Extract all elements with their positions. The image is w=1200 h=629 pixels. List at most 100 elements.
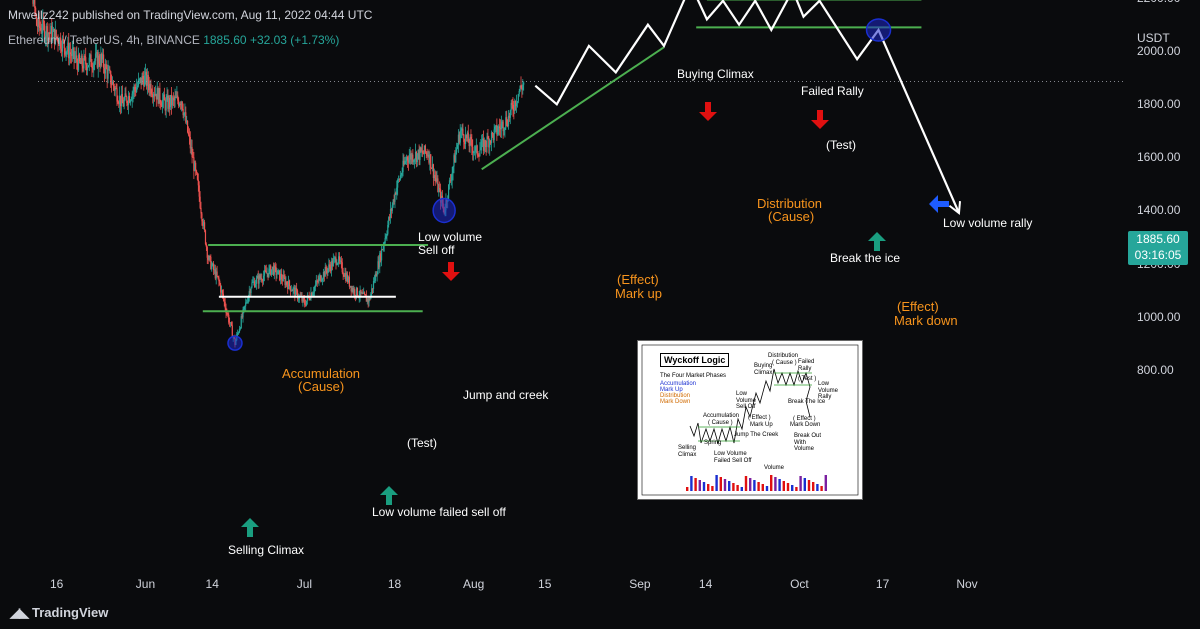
candle — [473, 145, 476, 156]
candle — [484, 139, 486, 153]
candle — [119, 86, 121, 113]
candle — [448, 184, 450, 202]
candle — [44, 31, 47, 47]
candle — [250, 286, 252, 296]
candle — [346, 271, 348, 282]
candle — [325, 264, 327, 275]
break-the-ice-label: Break the ice — [830, 251, 901, 265]
candle — [506, 110, 508, 127]
candle — [516, 101, 519, 108]
candle — [220, 285, 223, 297]
candle — [262, 270, 265, 285]
candle — [60, 32, 62, 54]
selling-climax-circle[interactable] — [227, 335, 243, 351]
candle — [490, 130, 493, 152]
inset-volume-bar — [719, 477, 722, 491]
inset-volume-bar — [786, 483, 790, 491]
candle — [497, 125, 499, 137]
candle — [297, 293, 300, 303]
candle — [128, 92, 131, 104]
candle — [128, 90, 130, 115]
low-volume-rally-label: Low volume rally — [943, 216, 1033, 230]
y-tick-label: 1600.00 — [1137, 150, 1181, 165]
candle — [389, 201, 392, 224]
candle — [75, 47, 77, 64]
candle — [246, 296, 249, 304]
candle — [460, 127, 462, 139]
candle — [129, 98, 132, 106]
candle — [514, 98, 516, 115]
candle — [427, 150, 429, 158]
candle — [182, 103, 184, 119]
candle — [296, 289, 299, 302]
candle — [506, 119, 509, 128]
candle — [372, 277, 375, 294]
inset-volume-bar — [753, 480, 756, 491]
candle — [360, 289, 362, 297]
candle — [200, 201, 202, 219]
candle — [328, 258, 330, 273]
projection-path[interactable] — [534, 0, 961, 214]
candle — [254, 277, 256, 288]
low-volume-rally-circle[interactable] — [865, 18, 892, 42]
candle — [162, 91, 165, 109]
candle — [199, 191, 201, 210]
y-tick-label: 1000.00 — [1137, 309, 1181, 324]
candle — [419, 146, 421, 166]
candle — [136, 81, 139, 90]
candle — [512, 97, 514, 117]
tradingview-brand: TradingView — [32, 605, 109, 620]
candle — [134, 84, 136, 98]
candle — [191, 139, 193, 164]
candle — [468, 138, 470, 153]
candle — [405, 156, 407, 165]
candle — [344, 267, 346, 280]
tradingview-logo[interactable]: ◢◣ TradingView — [10, 605, 108, 621]
candle — [345, 267, 347, 283]
candle — [132, 86, 134, 103]
accumulation-label: Accumulation — [282, 366, 361, 381]
candle — [482, 130, 485, 156]
x-tick-label: 18 — [387, 577, 402, 591]
candle — [81, 53, 83, 73]
candle — [45, 23, 47, 47]
candle — [102, 48, 104, 63]
candle — [142, 71, 144, 85]
candle — [184, 103, 186, 117]
candle — [498, 124, 500, 136]
jump-creek-circle[interactable] — [432, 197, 456, 224]
candle — [341, 258, 343, 274]
inset-volume-bar — [694, 478, 697, 491]
candle — [451, 166, 453, 189]
inset-frame — [641, 344, 859, 496]
candle — [181, 101, 183, 111]
level-line-5[interactable] — [481, 46, 665, 171]
candle — [486, 132, 488, 153]
candle — [240, 313, 242, 329]
publisher-watermark: Mrwellz242 published on TradingView.com,… — [8, 8, 373, 22]
candle — [285, 276, 287, 288]
candle — [121, 85, 123, 104]
candle — [144, 67, 146, 88]
candle — [209, 255, 211, 263]
candle — [520, 76, 522, 90]
candle — [192, 148, 194, 158]
candle — [206, 245, 208, 264]
candle — [382, 242, 384, 252]
candle — [35, 13, 38, 27]
tradingview-logo-icon: ◢◣ — [10, 605, 29, 620]
candle — [202, 219, 204, 229]
candle — [87, 65, 89, 68]
candle — [180, 100, 182, 112]
y-tick-label: 800.00 — [1137, 362, 1174, 377]
candle — [271, 266, 274, 275]
candle — [269, 264, 271, 275]
symbol-legend[interactable]: Ethereum / TetherUS, 4h, BINANCE 1885.60… — [8, 34, 339, 46]
candle — [439, 181, 441, 193]
candle — [143, 70, 145, 91]
candle — [158, 87, 160, 104]
candle — [412, 149, 414, 165]
candle — [279, 270, 281, 282]
candle — [260, 272, 262, 283]
